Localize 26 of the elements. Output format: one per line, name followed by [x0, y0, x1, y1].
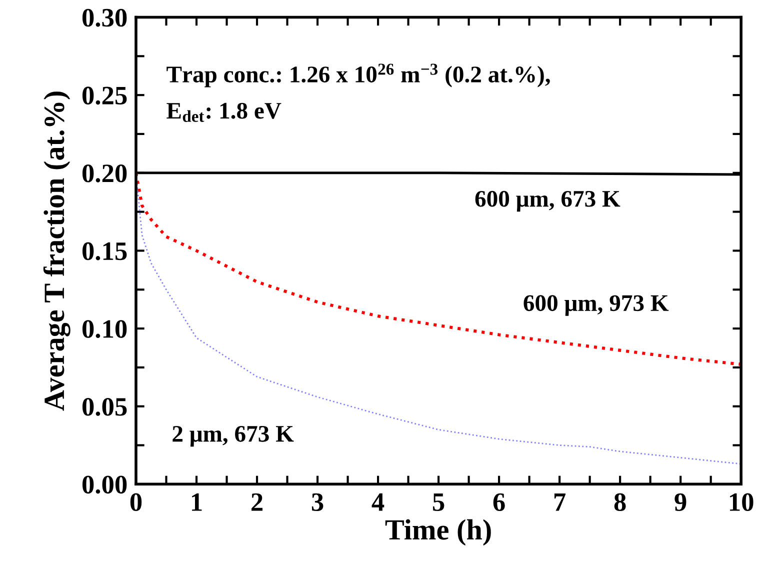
x-tick-label: 2 [252, 493, 262, 511]
y-tick-label: 0.00 [82, 476, 127, 494]
line-series [136, 171, 742, 366]
x-tick-label: 5 [432, 494, 444, 512]
x-tick-label: 4 [372, 493, 384, 511]
y-tick-label: 0.15 [82, 242, 127, 260]
series-label: 600 μm, 673 K [475, 190, 620, 212]
x-tick-label: 9 [674, 493, 686, 512]
y-tick-label: 0.25 [82, 86, 127, 105]
x-tick-label: 1 [192, 493, 202, 511]
x-tick-label: 0 [130, 493, 142, 512]
x-axis-title: Time (h) [385, 519, 491, 546]
x-tick-label: 3 [312, 493, 324, 512]
y-axis-title: Average T fraction (at.%) [43, 92, 70, 411]
y-tick-label: 0.30 [82, 8, 127, 27]
series-label: 2 μm, 673 K [172, 426, 294, 447]
y-tick-label: 0.05 [82, 398, 127, 416]
series-label: 600 μm, 973 K [524, 295, 669, 316]
y-tick-label: 0.20 [82, 164, 127, 182]
x-tick-label: 10 [730, 493, 754, 512]
y-tick-label: 0.10 [82, 320, 127, 338]
x-tick-label: 8 [614, 493, 626, 512]
x-tick-label: 6 [493, 493, 505, 512]
x-tick-label: 7 [554, 494, 566, 511]
annotation: E$_{det}$: 1.8 eV [166, 102, 282, 122]
annotation: Trap conc.: 1.26 x 10$^{26}$ m$^{−3}$ (0.2 at.%), [166, 64, 550, 88]
